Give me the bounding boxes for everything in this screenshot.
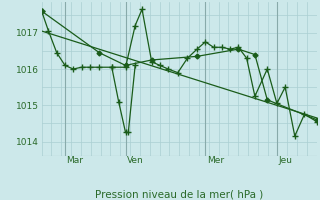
Text: Ven: Ven [127,156,144,165]
Text: Pression niveau de la mer( hPa ): Pression niveau de la mer( hPa ) [95,190,263,200]
Text: Mar: Mar [66,156,84,165]
Text: Mer: Mer [207,156,224,165]
Text: Jeu: Jeu [278,156,292,165]
